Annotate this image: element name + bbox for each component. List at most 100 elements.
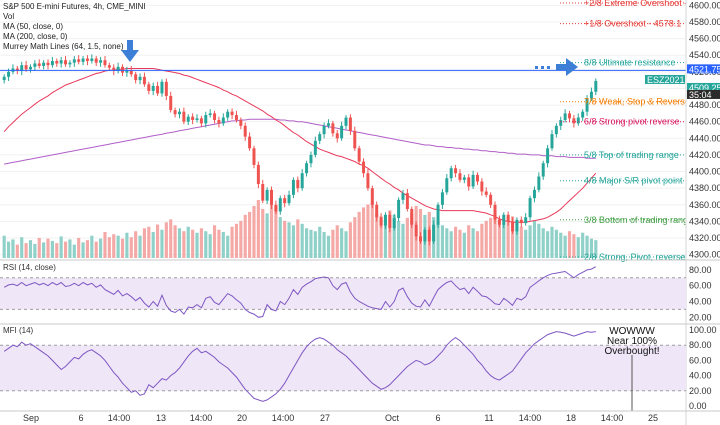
volume-bar	[379, 216, 383, 258]
time-tick-label: 20	[237, 413, 247, 423]
candle-body	[484, 191, 488, 195]
price-tick-label: 4440.00	[689, 133, 720, 143]
volume-bar	[81, 242, 85, 258]
candle-body	[147, 84, 151, 91]
volume-bar	[72, 244, 76, 258]
price-tick-label: 4460.00	[689, 117, 720, 127]
time-tick-label: 6	[78, 413, 83, 423]
candle-body	[270, 189, 274, 205]
volume-bar	[138, 235, 142, 258]
candle-body	[326, 123, 330, 126]
candle-body	[348, 117, 352, 131]
murrey-label: 2/8 Strong, Pivot, reverse	[584, 252, 686, 262]
volume-bar	[304, 228, 309, 258]
rsi-pane[interactable]: RSI (14, close) 20.00 40.00 60.00 80.00	[0, 263, 712, 322]
candle-body	[537, 176, 541, 190]
candle-body	[344, 117, 348, 126]
candle-body	[546, 148, 550, 164]
candle-body	[142, 76, 146, 85]
volume-bar	[436, 222, 440, 258]
candle-body	[278, 198, 282, 212]
candle-body	[576, 117, 580, 124]
murrey-label: 6/8 Strong pivot reverse	[584, 117, 680, 127]
volume-bar	[515, 222, 519, 258]
dotted-lead-icon	[535, 66, 550, 69]
volume-bar	[11, 239, 15, 258]
volume-bar	[309, 229, 313, 258]
time-tick-label: 25	[648, 413, 658, 423]
candle-body	[528, 198, 532, 218]
murrey-lines: +2/8 Extreme Overshoot - ... +1/8 Oversho…	[560, 0, 697, 262]
volume-bar	[458, 229, 462, 258]
candle-body	[90, 58, 94, 62]
price-tick-label: 4380.00	[689, 183, 720, 193]
candle-body	[300, 173, 304, 189]
volume-bar	[554, 229, 558, 258]
candle-body	[186, 116, 190, 122]
candle-body	[248, 136, 252, 149]
price-pane[interactable]: +2/8 Extreme Overshoot - ... +1/8 Oversho…	[0, 0, 697, 262]
candle-body	[423, 229, 427, 242]
murrey-label: +2/8 Extreme Overshoot - ...	[584, 0, 697, 8]
rsi-band	[0, 277, 686, 310]
volume-bar	[410, 213, 414, 258]
price-grid	[0, 4, 686, 256]
murrey-label: 7/8 Weak, Stop & Reverse	[584, 97, 690, 107]
candle-body	[511, 221, 515, 232]
volume-bar	[169, 219, 173, 258]
volume-bar	[497, 219, 501, 258]
candle-body	[204, 115, 208, 124]
candle-body	[15, 68, 19, 71]
volume-bar	[274, 207, 278, 258]
volume-bar	[173, 225, 177, 258]
volume-bar	[90, 235, 94, 258]
candle-body	[252, 148, 256, 165]
price-tick-label: 4320.00	[689, 233, 720, 243]
candle-body	[37, 63, 41, 66]
volume-bar	[291, 225, 296, 258]
candle-body	[85, 58, 89, 62]
candle-body	[164, 81, 168, 96]
price-axis[interactable]: 4300.00 4320.00 4340.00 4360.00 4380.00 4400.…	[645, 0, 720, 425]
time-axis[interactable]: Sep 6 14:00 13 14:00 20 14:00 27 Oct 6 11 14:00 18 14…	[23, 413, 658, 423]
volume-bar	[581, 232, 585, 258]
volume-bar	[33, 243, 37, 258]
rsi-pane-label: RSI (14, close)	[3, 263, 56, 272]
candle-body	[449, 168, 453, 179]
volume-bar	[265, 213, 269, 258]
volume-bar	[147, 226, 151, 258]
volume-bar	[256, 200, 260, 258]
candle-body	[497, 219, 501, 225]
candle-body	[230, 111, 234, 116]
rsi-tick-label: 60.00	[689, 281, 712, 291]
candle-body	[454, 168, 458, 174]
ma200-line	[4, 118, 596, 165]
candle-body	[489, 194, 493, 205]
volume-bar	[63, 241, 68, 258]
volume-bar	[160, 229, 164, 258]
annotation-callout: WOWWW Near 100% Overbought!	[604, 326, 660, 411]
candle-body	[28, 66, 32, 70]
candle-body	[156, 85, 160, 94]
volume-bar	[322, 231, 326, 258]
arrows	[121, 40, 578, 76]
candle-body	[519, 219, 523, 224]
volume-bar	[572, 234, 576, 258]
candle-body	[305, 163, 309, 174]
volume-bar	[528, 225, 532, 258]
murrey-label: 8/8 Ultimate resistance	[584, 58, 676, 68]
volume-bar	[392, 214, 396, 258]
volume-bar	[243, 214, 247, 258]
candle-body	[572, 118, 576, 124]
time-tick-label: 14:00	[190, 413, 213, 423]
candle-body	[502, 214, 506, 225]
mfi-pane[interactable]: MFI (14) 0.0020.0040.0060.0080.00100.00 …	[0, 325, 717, 411]
volume-bar	[112, 234, 116, 258]
candle-body	[217, 120, 221, 124]
volume-bar	[77, 237, 81, 258]
volume-bar	[370, 201, 374, 258]
legend-line-vol: Vol	[3, 12, 14, 21]
murrey-label: +1/8 Overshoot - 4578.1	[584, 19, 681, 29]
volume-bar	[191, 229, 195, 258]
